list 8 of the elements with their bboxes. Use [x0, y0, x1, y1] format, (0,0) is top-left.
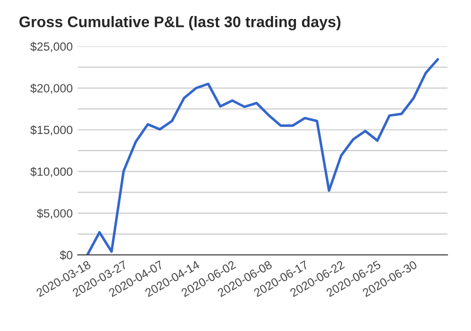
y-tick-label: $15,000 [30, 125, 72, 136]
y-tick-label: $5,000 [36, 208, 72, 219]
y-tick-label: $25,000 [30, 42, 72, 52]
y-tick-label: $20,000 [30, 84, 72, 94]
y-tick-label: $0 [60, 250, 72, 260]
y-tick-label: $10,000 [30, 166, 72, 178]
line-series [86, 58, 440, 255]
chart-title: Gross Cumulative P&L (last 30 trading days) [19, 16, 340, 30]
